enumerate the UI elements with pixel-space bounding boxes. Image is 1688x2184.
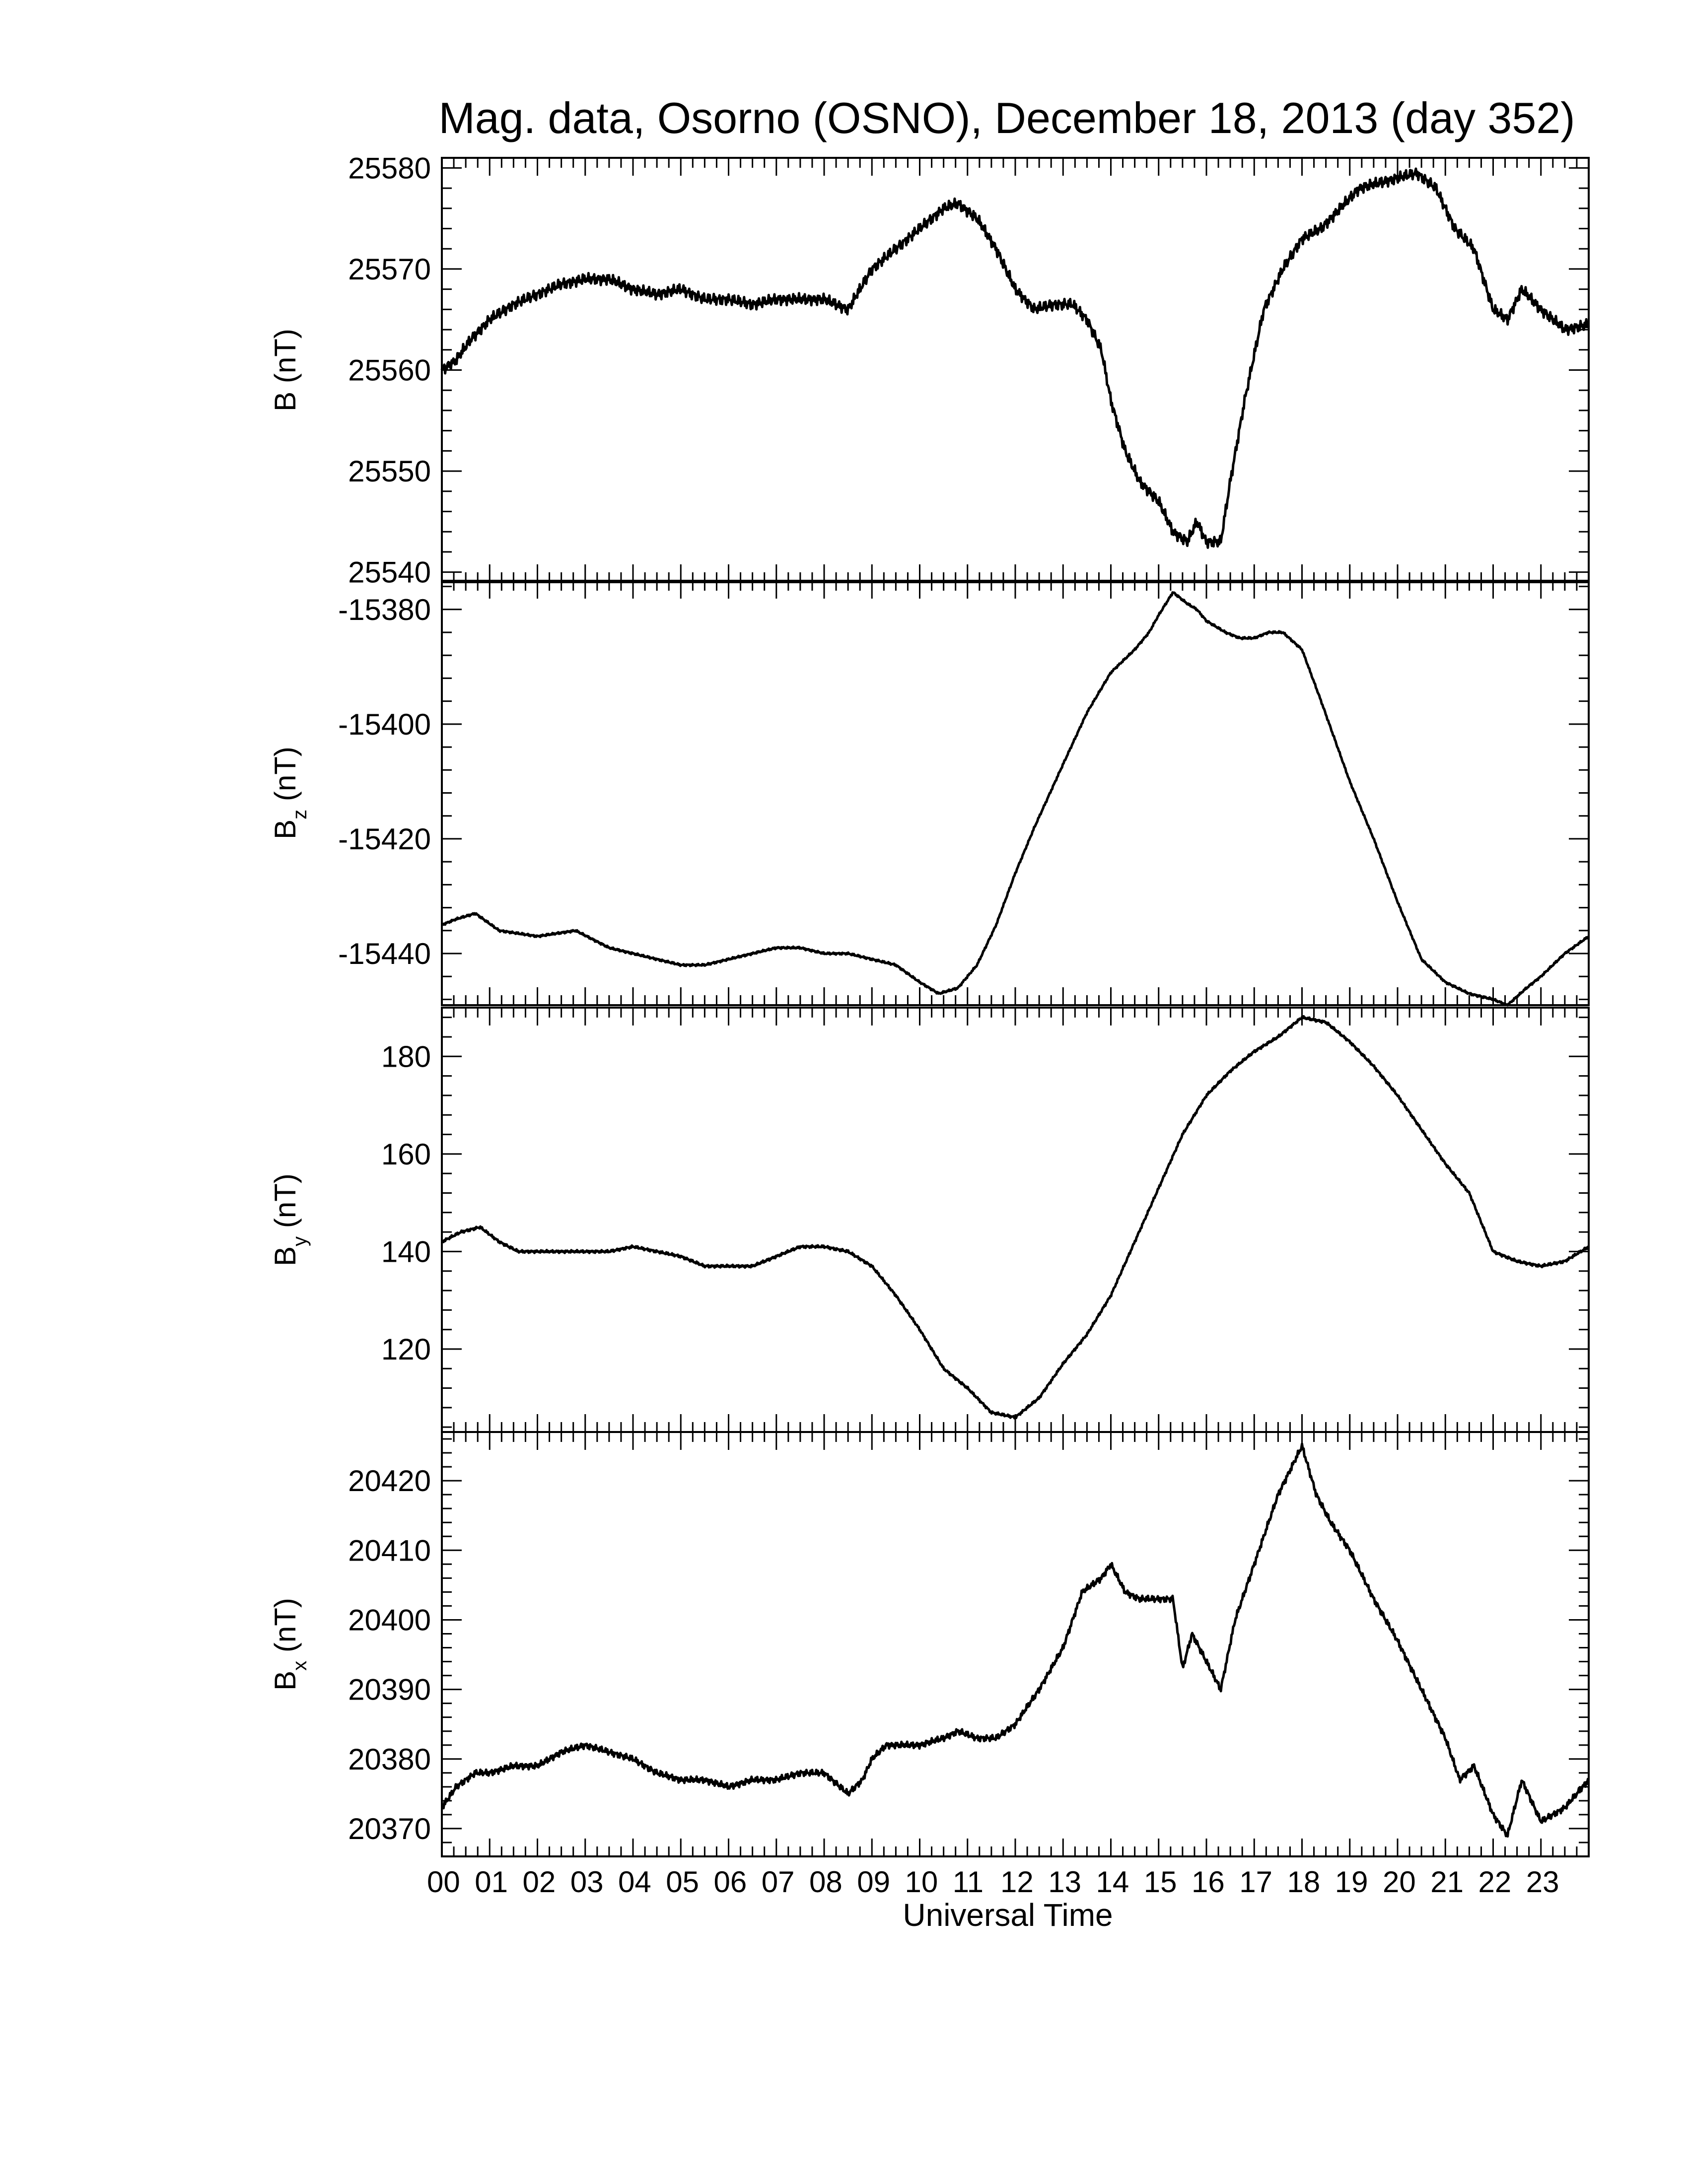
x-tick-label: 11	[953, 1865, 984, 1899]
x-tick-label: 04	[618, 1865, 651, 1899]
y-axis-label-symbol: B	[269, 819, 302, 839]
x-tick-labels: 00 01 02 03 04 05 06 07 08 09 10 11 12 13 14 15 16 17 18 19…	[427, 1865, 1559, 1899]
x-tick-label: 07	[762, 1865, 795, 1899]
y-tick-label: 25540	[348, 556, 431, 589]
x-tick-label: 20	[1383, 1865, 1416, 1899]
y-axis-label: Bz (nT)	[269, 747, 311, 839]
y-axis-label-symbol: B	[269, 392, 302, 411]
x-axis-label: Universal Time	[903, 1897, 1113, 1933]
y-axis-label: B (nT)	[269, 329, 302, 411]
y-tick-label: 20400	[348, 1603, 431, 1637]
x-tick-label: 00	[427, 1865, 460, 1899]
x-tick-label: 22	[1478, 1865, 1512, 1899]
y-tick-label: 25560	[348, 354, 431, 387]
y-axis-label-unit: (nT)	[269, 747, 302, 810]
y-axis-label-symbol: B	[269, 1671, 302, 1691]
x-tick-label: 16	[1192, 1865, 1225, 1899]
panel-frame	[441, 157, 1590, 583]
y-tick-label: 160	[381, 1138, 431, 1171]
y-axis-label: By (nT)	[269, 1173, 311, 1266]
x-tick-label: 03	[570, 1865, 604, 1899]
panel-1: -15380 -15400 -15420 -15440 Bz (nT)	[269, 580, 1590, 1007]
panel-3: 20370 20380 20390 20400 20410 20420 Bx (nT)	[269, 1431, 1590, 1857]
y-tick-label: -15380	[338, 593, 431, 626]
y-tick-label: 120	[381, 1333, 431, 1366]
x-tick-label: 17	[1239, 1865, 1272, 1899]
y-tick-label: -15400	[338, 708, 431, 741]
y-axis-label-symbol: B	[269, 1246, 302, 1266]
y-tick-label: 25580	[348, 151, 431, 185]
y-tick-label: 20420	[348, 1464, 431, 1498]
y-tick-label: 20370	[348, 1812, 431, 1845]
x-tick-label: 19	[1335, 1865, 1368, 1899]
y-tick-label: 180	[381, 1040, 431, 1073]
y-tick-label: 25570	[348, 253, 431, 286]
y-axis-label-subscript: y	[289, 1236, 311, 1246]
y-tick-label: 20410	[348, 1534, 431, 1567]
y-tick-label: -15440	[338, 937, 431, 970]
chart-title: Mag. data, Osorno (OSNO), December 18, 2…	[438, 93, 1575, 142]
x-tick-label: 08	[809, 1865, 843, 1899]
x-tick-label: 02	[523, 1865, 556, 1899]
panel-2: 120 140 160 180 By (nT)	[269, 1007, 1590, 1433]
series-line	[441, 591, 1590, 1007]
x-tick-label: 13	[1048, 1865, 1081, 1899]
x-tick-label: 10	[905, 1865, 938, 1899]
y-axis-label-unit: (nT)	[269, 1173, 302, 1236]
x-tick-label: 18	[1287, 1865, 1321, 1899]
x-tick-label: 09	[857, 1865, 890, 1899]
x-tick-label: 12	[1000, 1865, 1034, 1899]
y-axis-label-unit: (nT)	[269, 329, 302, 392]
series-line	[441, 1442, 1590, 1838]
panel-0: 25540 25550 25560 25570 25580 B (nT)	[269, 151, 1590, 589]
y-tick-label: 140	[381, 1235, 431, 1268]
x-tick-label: 01	[475, 1865, 508, 1899]
x-tick-label: 05	[666, 1865, 699, 1899]
y-axis-label-unit: (nT)	[269, 1598, 302, 1661]
y-axis-label-subscript: x	[289, 1661, 311, 1671]
y-tick-label: -15420	[338, 822, 431, 856]
y-tick-label: 20390	[348, 1673, 431, 1706]
x-tick-label: 15	[1144, 1865, 1177, 1899]
y-axis-label: Bx (nT)	[269, 1598, 311, 1691]
panel-frame	[441, 1431, 1590, 1857]
y-tick-label: 20380	[348, 1743, 431, 1776]
panel-frame	[441, 580, 1590, 1006]
panel-frame	[441, 1007, 1590, 1433]
x-tick-label: 06	[714, 1865, 747, 1899]
x-tick-label: 14	[1096, 1865, 1129, 1899]
series-line	[440, 167, 1590, 549]
series-line	[441, 1015, 1590, 1420]
x-tick-label: 23	[1526, 1865, 1559, 1899]
x-tick-label: 21	[1430, 1865, 1464, 1899]
y-axis-label-subscript: z	[289, 810, 311, 819]
y-tick-label: 25550	[348, 455, 431, 488]
